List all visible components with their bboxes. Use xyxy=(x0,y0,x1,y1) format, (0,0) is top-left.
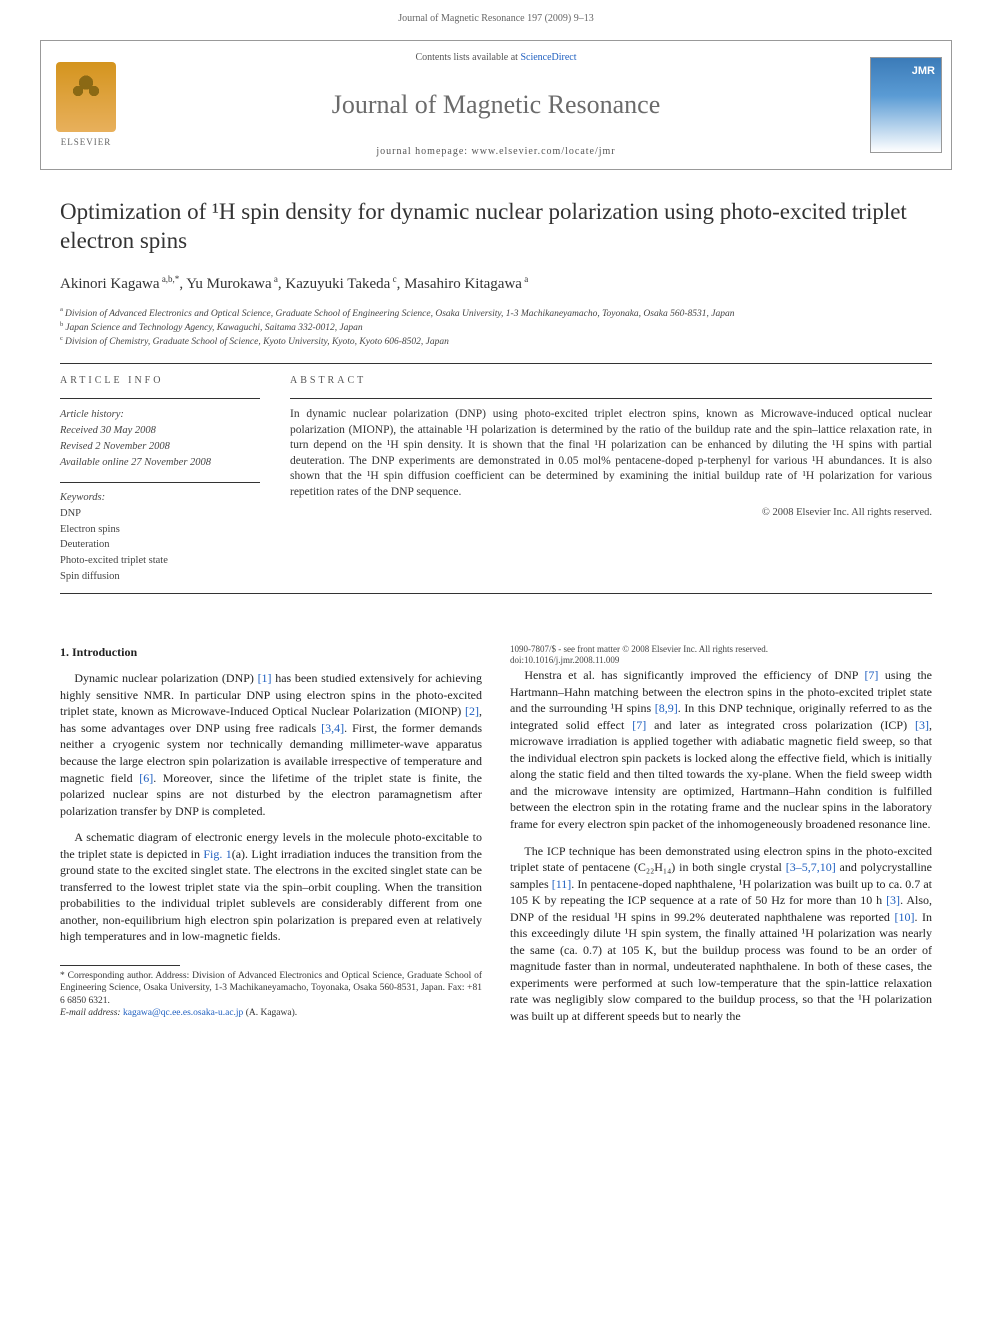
abstract-label: ABSTRACT xyxy=(290,374,932,388)
affiliations: aDivision of Advanced Electronics and Op… xyxy=(60,307,932,350)
history-label: Article history: xyxy=(60,407,260,423)
abstract-copyright: © 2008 Elsevier Inc. All rights reserved… xyxy=(290,506,932,521)
email-label: E-mail address: xyxy=(60,1008,121,1018)
info-rule xyxy=(60,398,260,399)
elsevier-tree-icon xyxy=(56,62,116,132)
section-heading: 1. Introduction xyxy=(60,644,482,661)
sciencedirect-link[interactable]: ScienceDirect xyxy=(520,52,576,63)
citation-link[interactable]: [3] xyxy=(886,893,900,907)
keywords-list: DNP Electron spins Deuteration Photo-exc… xyxy=(60,506,260,585)
info-abstract-row: ARTICLE INFO Article history: Received 3… xyxy=(60,374,932,584)
citation-link[interactable]: [10] xyxy=(894,910,914,924)
article-title: Optimization of ¹H spin density for dyna… xyxy=(60,198,932,256)
citation-link[interactable]: [3,4] xyxy=(321,721,344,735)
keyword: Deuteration xyxy=(60,537,260,553)
citation-link[interactable]: [3] xyxy=(915,718,929,732)
email-link[interactable]: kagawa@qc.ee.es.osaka-u.ac.jp xyxy=(123,1008,243,1018)
citation-link[interactable]: [7] xyxy=(632,718,646,732)
keyword: Electron spins xyxy=(60,522,260,538)
article-body: Optimization of ¹H spin density for dyna… xyxy=(0,170,992,1074)
author: Kazuyuki Takeda xyxy=(285,276,390,292)
revised-date: Revised 2 November 2008 xyxy=(60,439,260,455)
article-history: Article history: Received 30 May 2008 Re… xyxy=(60,407,260,470)
keyword: Photo-excited triplet state xyxy=(60,553,260,569)
affiliation: cDivision of Chemistry, Graduate School … xyxy=(60,335,932,349)
footnote-rule xyxy=(60,965,180,966)
keyword: DNP xyxy=(60,506,260,522)
body-two-column: 1. Introduction Dynamic nuclear polariza… xyxy=(60,644,932,1034)
abstract-column: ABSTRACT In dynamic nuclear polarization… xyxy=(290,374,932,584)
publisher-name: ELSEVIER xyxy=(61,136,112,149)
abstract-text: In dynamic nuclear polarization (DNP) us… xyxy=(290,407,932,500)
affiliation: bJapan Science and Technology Agency, Ka… xyxy=(60,321,932,335)
body-paragraph: Dynamic nuclear polarization (DNP) [1] h… xyxy=(60,670,482,819)
footnote-marker: * xyxy=(60,971,68,981)
author-affil-marker: a xyxy=(272,274,278,284)
footer-metadata: 1090-7807/$ - see front matter © 2008 El… xyxy=(510,644,932,667)
front-matter-line: 1090-7807/$ - see front matter © 2008 El… xyxy=(510,644,932,656)
contents-prefix: Contents lists available at xyxy=(415,52,520,63)
author-list: Akinori Kagawa a,b,*, Yu Murokawa a, Kaz… xyxy=(60,274,932,295)
affiliation-text: Division of Chemistry, Graduate School o… xyxy=(65,337,449,347)
abstract-rule xyxy=(290,398,932,399)
citation-link[interactable]: [7] xyxy=(864,668,878,682)
received-date: Received 30 May 2008 xyxy=(60,423,260,439)
journal-reference: Journal of Magnetic Resonance 197 (2009)… xyxy=(398,13,594,24)
author: Akinori Kagawa xyxy=(60,276,160,292)
citation-link[interactable]: [6] xyxy=(139,771,153,785)
author-affil-marker: a,b,* xyxy=(160,274,180,284)
section-rule xyxy=(60,363,932,364)
body-paragraph: The ICP technique has been demonstrated … xyxy=(510,843,932,1025)
article-info-label: ARTICLE INFO xyxy=(60,374,260,388)
keyword: Spin diffusion xyxy=(60,569,260,585)
running-header: Journal of Magnetic Resonance 197 (2009)… xyxy=(0,0,992,32)
homepage-url: www.elsevier.com/locate/jmr xyxy=(472,146,616,157)
jmr-cover-icon xyxy=(870,57,942,153)
publisher-logo[interactable]: ELSEVIER xyxy=(41,41,131,169)
author-affil-marker: c xyxy=(390,274,396,284)
journal-cover-thumbnail[interactable] xyxy=(861,41,951,169)
author: Masahiro Kitagawa xyxy=(404,276,522,292)
journal-banner: ELSEVIER Contents lists available at Sci… xyxy=(40,40,952,170)
affiliation-text: Japan Science and Technology Agency, Kaw… xyxy=(65,323,362,333)
corresponding-author-footnote: * Corresponding author. Address: Divisio… xyxy=(60,970,482,1019)
citation-link[interactable]: [2] xyxy=(465,704,479,718)
doi-line: doi:10.1016/j.jmr.2008.11.009 xyxy=(510,655,932,667)
body-paragraph: Henstra et al. has significantly improve… xyxy=(510,667,932,832)
citation-link[interactable]: [3–5,7,10] xyxy=(786,860,836,874)
citation-link[interactable]: [8,9] xyxy=(655,701,678,715)
affiliation-text: Division of Advanced Electronics and Opt… xyxy=(65,309,735,319)
journal-title: Journal of Magnetic Resonance xyxy=(332,87,661,123)
journal-homepage-line: journal homepage: www.elsevier.com/locat… xyxy=(376,145,615,159)
online-date: Available online 27 November 2008 xyxy=(60,455,260,471)
email-author-name: (A. Kagawa). xyxy=(246,1008,297,1018)
banner-center: Contents lists available at ScienceDirec… xyxy=(131,41,861,169)
body-paragraph: A schematic diagram of electronic energy… xyxy=(60,829,482,945)
section-rule xyxy=(60,593,932,594)
figure-link[interactable]: Fig. 1 xyxy=(203,847,231,861)
affiliation: aDivision of Advanced Electronics and Op… xyxy=(60,307,932,321)
citation-link[interactable]: [11] xyxy=(552,877,572,891)
article-info-column: ARTICLE INFO Article history: Received 3… xyxy=(60,374,260,584)
author: Yu Murokawa xyxy=(186,276,271,292)
homepage-prefix: journal homepage: xyxy=(376,146,471,157)
citation-link[interactable]: [1] xyxy=(258,671,272,685)
contents-available-line: Contents lists available at ScienceDirec… xyxy=(415,51,576,65)
author-affil-marker: a xyxy=(522,274,528,284)
footnote-text: Corresponding author. Address: Division … xyxy=(60,971,482,1006)
info-rule xyxy=(60,482,260,483)
keywords-label: Keywords: xyxy=(60,491,260,506)
